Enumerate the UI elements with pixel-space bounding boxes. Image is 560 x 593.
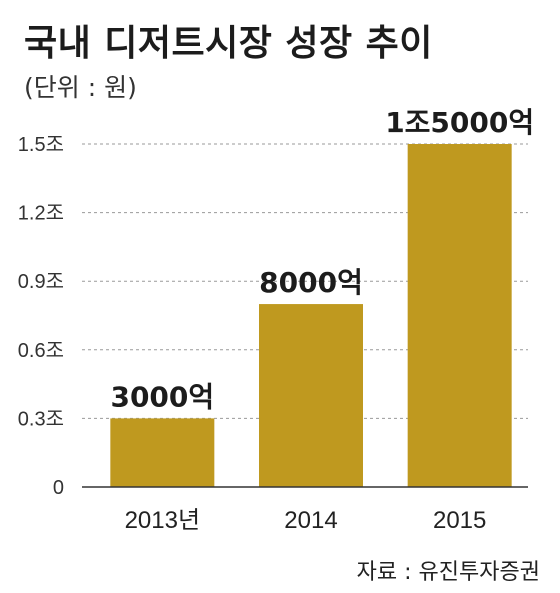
- x-axis-labels: 2013년 2014 2015: [125, 507, 487, 534]
- y-tick-label: 0.3조: [18, 408, 64, 430]
- data-label: 8000억: [259, 266, 363, 299]
- source-note: 자료 : 유진투자증권: [356, 560, 540, 585]
- bar: [259, 304, 363, 487]
- bar: [110, 418, 215, 487]
- data-labels: 3000억 8000억 1조5000억: [110, 106, 534, 413]
- data-label: 3000억: [110, 380, 214, 413]
- bar: [407, 144, 512, 487]
- x-tick-label: 2015: [433, 507, 486, 534]
- y-tick-label: 0.6조: [18, 340, 64, 362]
- y-tick-label: 1.5조: [18, 134, 64, 156]
- data-label: 1조5000억: [385, 106, 534, 139]
- y-tick-label: 1.2조: [18, 203, 64, 225]
- chart-unit-label: (단위 : 원): [24, 73, 137, 102]
- y-axis-ticks: 0 0.3조 0.6조 0.9조 1.2조 1.5조: [18, 134, 64, 499]
- y-tick-label: 0: [53, 477, 64, 499]
- y-tick-label: 0.9조: [18, 271, 64, 293]
- chart-title: 국내 디저트시장 성장 추이: [24, 23, 433, 64]
- x-tick-label: 2014: [284, 507, 337, 534]
- x-tick-label: 2013년: [125, 507, 200, 534]
- bars: [110, 144, 512, 487]
